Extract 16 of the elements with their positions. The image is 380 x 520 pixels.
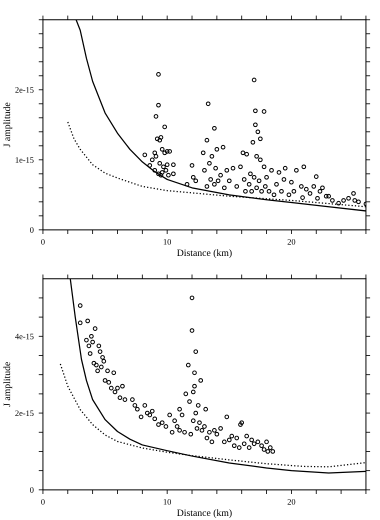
y-tick-label: 2e-15 (15, 410, 34, 416)
x-axis-title: Distance (km) (177, 249, 232, 258)
x-axis-title: Distance (km) (177, 509, 232, 518)
x-tick-label: 0 (41, 239, 45, 245)
x-tick-label: 20 (288, 499, 296, 505)
y-tick-label: 0 (30, 487, 34, 493)
y-axis-title: J amplitude (3, 362, 12, 407)
x-tick-label: 20 (288, 239, 296, 245)
x-tick-label: 0 (41, 499, 45, 505)
y-tick-label: 2e-15 (15, 87, 34, 93)
y-tick-label: 4e-15 (15, 334, 34, 340)
y-tick-label: 1e-15 (16, 157, 34, 163)
x-tick-label: 10 (164, 239, 172, 245)
x-tick-label: 10 (164, 499, 172, 505)
y-tick-label: 0 (30, 227, 34, 233)
y-axis-title: J amplitude (3, 102, 12, 148)
